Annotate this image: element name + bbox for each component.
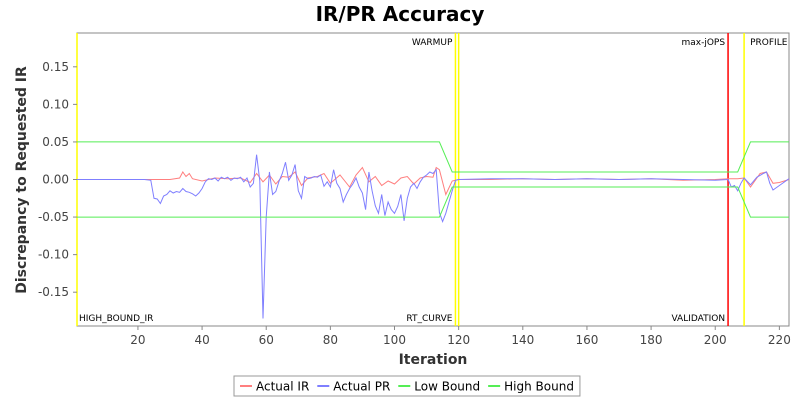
legend: Actual IR Actual PR Low Bound High Bound xyxy=(233,375,581,397)
legend-label: High Bound xyxy=(504,380,574,394)
x-tick-label: 140 xyxy=(511,333,534,347)
series-line-2 xyxy=(77,186,789,218)
x-tick-label: 60 xyxy=(259,333,274,347)
legend-label: Low Bound xyxy=(414,380,480,394)
x-tick-label: 80 xyxy=(323,333,338,347)
marker-top-label: max-jOPS xyxy=(681,38,725,48)
x-tick-label: 40 xyxy=(194,333,209,347)
marker-top-label: PROFILE xyxy=(750,38,788,48)
series-line-1 xyxy=(77,154,790,319)
y-axis-ticks: -0.15 -0.10 -0.05 0.00 0.05 0.10 0.15 xyxy=(38,60,77,299)
chart-title: IR/PR Accuracy xyxy=(316,2,485,26)
x-tick-label: 220 xyxy=(768,333,791,347)
x-tick-label: 200 xyxy=(704,333,727,347)
y-tick-label: -0.10 xyxy=(38,248,69,262)
x-tick-label: 100 xyxy=(383,333,406,347)
marker-bottom-label: VALIDATION xyxy=(671,314,725,324)
series-line-0 xyxy=(77,166,790,196)
x-tick-label: 160 xyxy=(575,333,598,347)
y-tick-label: -0.05 xyxy=(38,210,69,224)
y-tick-label: -0.15 xyxy=(38,285,69,299)
event-markers xyxy=(76,33,745,326)
x-tick-label: 20 xyxy=(130,333,145,347)
x-axis-label: Iteration xyxy=(399,352,468,368)
y-tick-label: 0.10 xyxy=(42,97,69,111)
x-tick-label: 180 xyxy=(640,333,663,347)
series-line-3 xyxy=(77,141,789,173)
legend-label: Actual PR xyxy=(333,380,390,394)
y-tick-label: 0.15 xyxy=(42,60,69,74)
y-tick-label: 0.05 xyxy=(42,135,69,149)
x-tick-label: 120 xyxy=(447,333,470,347)
series-lines xyxy=(77,141,790,319)
marker-bottom-label: HIGH_BOUND_IR xyxy=(79,314,153,324)
y-tick-label: 0.00 xyxy=(42,173,69,187)
marker-top-label: WARMUP xyxy=(412,38,453,48)
x-axis-ticks: 20 40 60 80 100 120 140 160 180 200 220 xyxy=(130,326,791,347)
legend-label: Actual IR xyxy=(256,380,309,394)
y-axis-label: Discrepancy to Requested IR xyxy=(14,66,30,294)
event-marker-labels: HIGH_BOUND_IR WARMUP RT_CURVE max-jOPS VALID… xyxy=(79,38,788,324)
marker-bottom-label: RT_CURVE xyxy=(406,314,452,324)
